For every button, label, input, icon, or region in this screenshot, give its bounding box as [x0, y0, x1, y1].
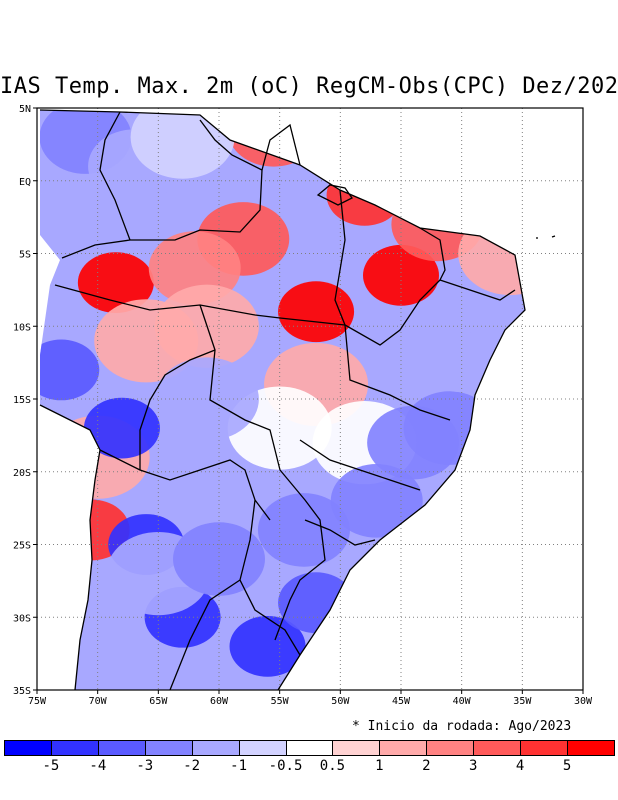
colorbar-label: 4: [515, 758, 525, 774]
lat-label: 15S: [13, 395, 31, 406]
colorbar-swatch: [567, 740, 615, 756]
map-title: IAS Temp. Max. 2m (oC) RegCM-Obs(CPC) De…: [0, 74, 618, 99]
lat-label: 30S: [13, 613, 31, 624]
colorbar-label: -4: [89, 758, 107, 774]
colorbar-swatch: [379, 740, 428, 756]
colorbar-swatch: [426, 740, 475, 756]
lon-label: 50W: [331, 696, 350, 707]
colorbar-swatch: [473, 740, 522, 756]
colorbar-swatch: [97, 740, 146, 756]
islands: [316, 184, 556, 239]
grid-lines: [37, 108, 583, 690]
colorbar-swatch: [285, 740, 334, 756]
lon-label: 75W: [28, 696, 47, 707]
lon-label: 45W: [392, 696, 411, 707]
anomaly-cell: [40, 339, 100, 401]
colorbar-swatch: [4, 740, 52, 756]
anomaly-cell: [94, 299, 199, 383]
longitude-labels: 75W 70W 65W 60W 55W 50W 45W 40W 35W 30W: [28, 696, 593, 707]
colorbar-label: 1: [375, 758, 384, 774]
country-borders: [39, 109, 526, 690]
colorbar-label: 3: [469, 758, 478, 774]
run-start-note: * Inicio da rodada: Ago/2023: [352, 719, 572, 734]
latitude-labels: 5N EQ 5S 10S 15S 20S 25S 30S 35S: [13, 104, 31, 697]
lat-label: 10S: [13, 322, 31, 333]
anomaly-cell: [257, 493, 350, 567]
lat-label: 35S: [13, 686, 31, 697]
colorbar-swatch: [332, 740, 381, 756]
lat-label: 25S: [13, 541, 31, 552]
colorbar-label: -3: [136, 758, 154, 774]
lon-label: 65W: [149, 696, 168, 707]
lon-label: 60W: [210, 696, 229, 707]
anomaly-cell: [403, 391, 496, 465]
lon-label: 70W: [89, 696, 108, 707]
lon-label: 55W: [271, 696, 290, 707]
colorbar-swatch: [191, 740, 240, 756]
lon-label: 30W: [574, 696, 593, 707]
anomaly-cell: [154, 357, 259, 441]
axis-ticks: [33, 107, 584, 694]
lat-label: EQ: [19, 177, 31, 188]
colorbar-label: 0.5: [319, 758, 346, 774]
colorbar: [4, 740, 615, 756]
colorbar-label: 5: [562, 758, 572, 774]
anomaly-cell: [330, 464, 423, 538]
colorbar-label: -2: [183, 758, 201, 774]
colorbar-label: -1: [230, 758, 248, 774]
lat-label: 20S: [13, 468, 31, 479]
lon-label: 35W: [513, 696, 532, 707]
anomaly-cell: [229, 615, 306, 677]
colorbar-swatch: [144, 740, 193, 756]
anomaly-cell: [77, 252, 154, 313]
anomaly-cell: [326, 164, 403, 226]
colorbar-swatch: [238, 740, 287, 756]
colorbar-label: -5: [42, 758, 60, 774]
anomaly-cell: [173, 522, 265, 596]
anomaly-field: [40, 110, 525, 690]
colorbar-swatch: [50, 740, 99, 756]
lon-label: 40W: [453, 696, 472, 707]
colorbar-label: -0.5: [268, 758, 303, 774]
lat-label: 5N: [19, 104, 31, 115]
anomaly-cell: [363, 244, 439, 306]
colorbar-labels: -5 -4 -3 -2 -1 -0.5 0.5 1 2 3 4 5: [4, 758, 614, 776]
colorbar-swatch: [520, 740, 569, 756]
colorbar-label: 2: [422, 758, 431, 774]
anomaly-cell: [278, 281, 355, 343]
anomaly-cell: [83, 397, 160, 459]
lat-label: 5S: [19, 250, 31, 261]
